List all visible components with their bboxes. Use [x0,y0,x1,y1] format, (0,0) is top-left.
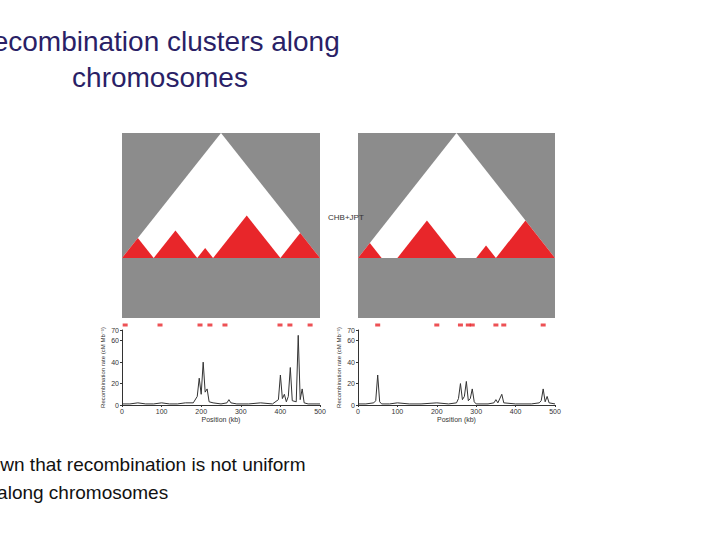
svg-text:500: 500 [549,408,561,415]
svg-text:0: 0 [115,402,119,409]
svg-text:Studies have shown that recomb: Studies have shown that recombination is… [0,454,305,475]
svg-text:Recombination clusters along: Recombination clusters along [0,26,348,57]
svg-text:300: 300 [235,408,247,415]
svg-text:0: 0 [351,402,355,409]
svg-text:300: 300 [470,408,482,415]
svg-text:60: 60 [111,337,119,344]
svg-text:70: 70 [111,327,119,334]
svg-text:20: 20 [347,380,355,387]
svg-text:0: 0 [120,408,124,415]
svg-text:400: 400 [510,408,522,415]
svg-text:Position (kb): Position (kb) [437,416,476,424]
svg-text:Position (kb): Position (kb) [202,416,241,424]
svg-text:70: 70 [347,327,355,334]
svg-text:0: 0 [356,408,360,415]
svg-text:Recombination rate (cM Mb⁻¹): Recombination rate (cM Mb⁻¹) [100,327,106,408]
svg-text:200: 200 [431,408,443,415]
svg-text:CHB+JPT: CHB+JPT [328,213,364,222]
svg-text:chromosomes: chromosomes [72,62,248,93]
svg-text:along chromosomes: along chromosomes [0,482,168,503]
svg-text:40: 40 [111,359,119,366]
svg-text:20: 20 [111,380,119,387]
svg-text:Recombination rate (cM Mb⁻¹): Recombination rate (cM Mb⁻¹) [336,327,342,408]
svg-text:100: 100 [392,408,404,415]
svg-text:100: 100 [156,408,168,415]
svg-text:500: 500 [314,408,326,415]
svg-text:200: 200 [195,408,207,415]
svg-text:400: 400 [275,408,287,415]
svg-text:60: 60 [347,337,355,344]
svg-text:40: 40 [347,359,355,366]
